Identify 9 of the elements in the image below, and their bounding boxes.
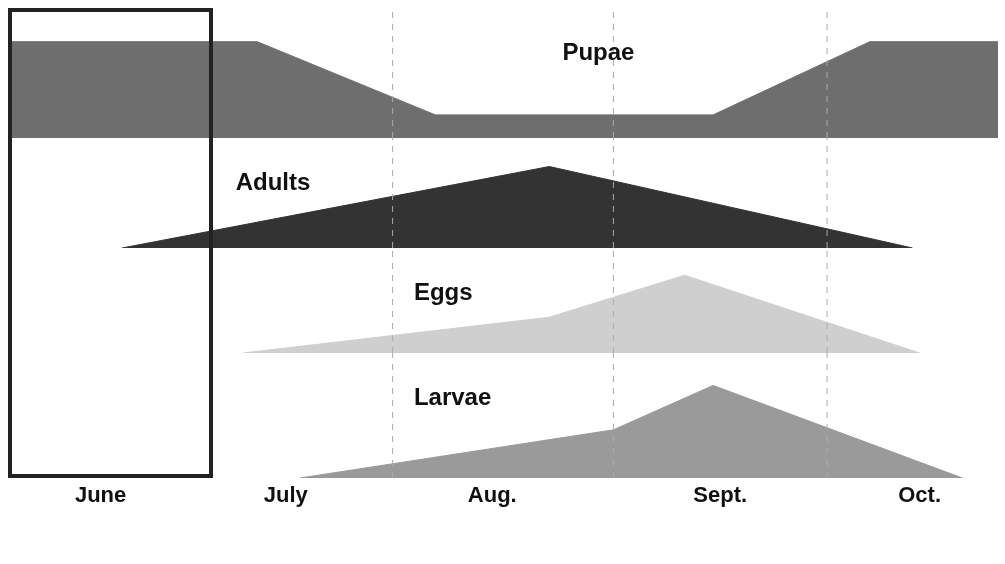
series-label: Larvae	[413, 383, 492, 411]
x-tick-label: June	[74, 481, 127, 507]
series-label: Adults	[235, 168, 311, 196]
x-tick-label: Oct.	[898, 481, 942, 507]
x-tick-label: Sept.	[693, 481, 748, 507]
x-tick-label: Aug.	[467, 481, 517, 507]
series-label: Eggs	[413, 278, 473, 306]
text: Pupae	[562, 38, 635, 66]
x-tick-label: July	[263, 481, 309, 507]
